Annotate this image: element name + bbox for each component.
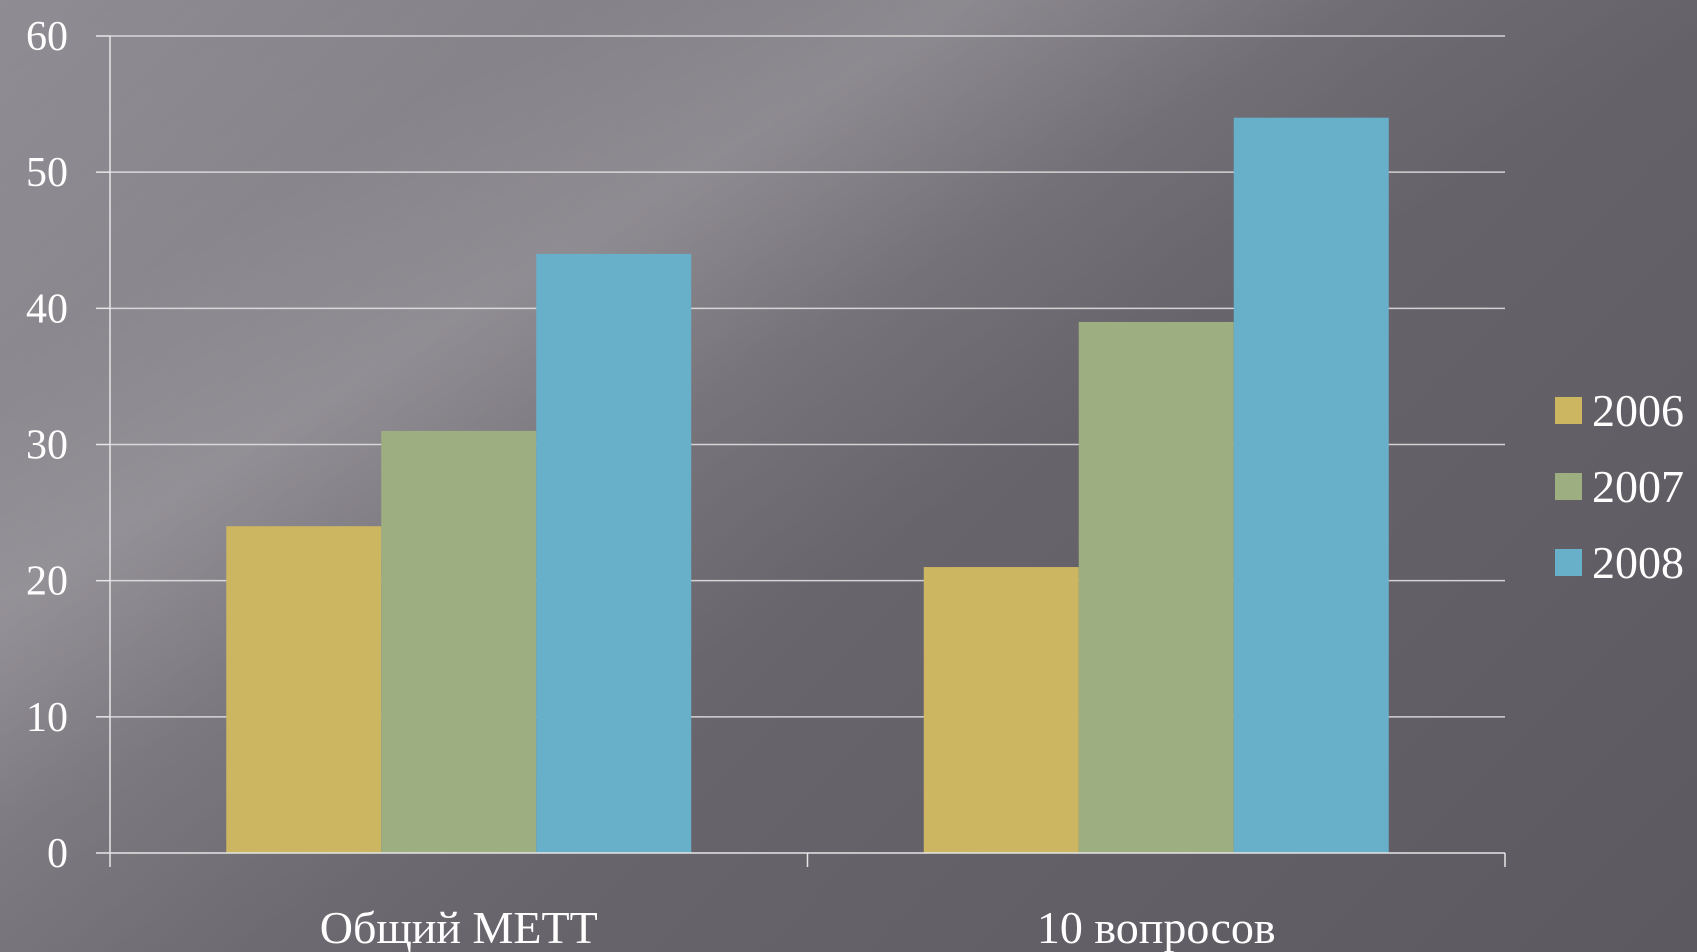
legend-swatch-2006 <box>1555 397 1582 424</box>
bar-2007-2 <box>1078 321 1234 853</box>
axes <box>96 35 1506 867</box>
legend-swatch-2008 <box>1555 549 1582 576</box>
bars <box>226 117 1389 853</box>
y-tick-label-20: 20 <box>26 559 68 605</box>
y-tick-label-0: 0 <box>47 831 68 877</box>
x-category-labels: Общий МЕТТ 10 вопросов <box>320 902 1276 952</box>
y-tick-label-30: 30 <box>26 423 68 469</box>
y-tick-labels: 0 10 20 30 40 50 60 <box>26 14 68 877</box>
y-tick-label-50: 50 <box>26 150 68 196</box>
y-tick-label-60: 60 <box>26 14 68 60</box>
legend-label-2008: 2008 <box>1592 537 1684 588</box>
bar-2008-2 <box>1233 117 1389 853</box>
legend-label-2006: 2006 <box>1592 385 1684 436</box>
bar-2008-1 <box>536 253 692 853</box>
x-category-label-2: 10 вопросов <box>1037 902 1276 952</box>
legend-swatch-2007 <box>1555 473 1582 500</box>
bar-2006-2 <box>923 567 1079 853</box>
x-category-label-1: Общий МЕТТ <box>320 902 598 952</box>
legend-label-2007: 2007 <box>1592 461 1684 512</box>
bar-2007-1 <box>381 430 537 853</box>
legend: 2006 2007 2008 <box>1555 385 1684 588</box>
bar-2006-1 <box>226 526 382 853</box>
y-tick-label-10: 10 <box>26 695 68 741</box>
y-tick-label-40: 40 <box>26 286 68 332</box>
